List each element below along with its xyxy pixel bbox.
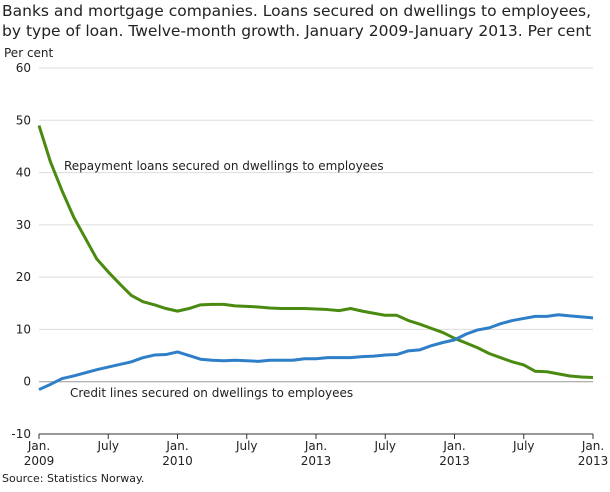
x-tick-label: Jan. 2009: [24, 439, 55, 468]
y-tick-label: 60: [16, 61, 31, 75]
x-tick-label: July: [235, 439, 258, 453]
x-tick-label: July: [373, 439, 396, 453]
y-tick-label: 0: [23, 375, 31, 389]
x-tick-label: July: [96, 439, 119, 453]
source: Source: Statistics Norway.: [2, 472, 144, 485]
y-tick-label: 50: [16, 113, 31, 127]
x-tick-label: Jan. 2013: [578, 439, 609, 468]
series-label: Repayment loans secured on dwellings to …: [64, 159, 384, 173]
y-tick-label: 20: [16, 270, 31, 284]
y-axis-label: Per cent: [4, 46, 54, 60]
y-tick-label: -10: [11, 427, 31, 441]
y-tick-label: 10: [16, 322, 31, 336]
x-tick-label: Jan. 2013: [301, 439, 332, 468]
chart-title: by type of loan. Twelve-month growth. Ja…: [2, 22, 591, 40]
line-series: [37, 125, 594, 380]
chart-title: Banks and mortgage companies. Loans secu…: [2, 2, 591, 20]
y-tick-label: 30: [16, 218, 31, 232]
line-series: [38, 313, 594, 391]
series-label: Credit lines secured on dwellings to emp…: [70, 386, 353, 400]
y-tick-label: 40: [16, 166, 31, 180]
x-tick-label: July: [512, 439, 535, 453]
x-tick-label: Jan. 2010: [162, 439, 193, 468]
x-tick-label: Jan. 2013: [439, 439, 470, 468]
